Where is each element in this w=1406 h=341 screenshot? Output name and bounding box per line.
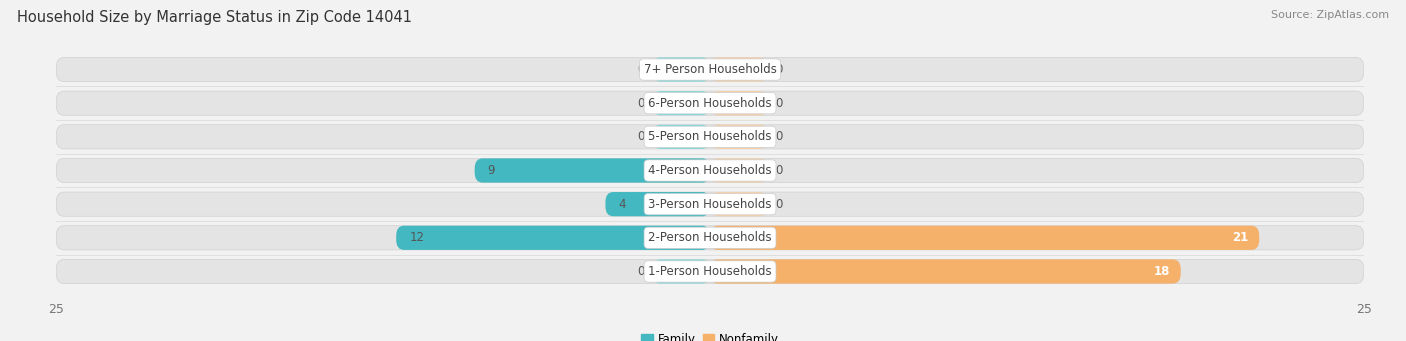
FancyBboxPatch shape bbox=[652, 57, 710, 81]
FancyBboxPatch shape bbox=[710, 260, 1181, 284]
FancyBboxPatch shape bbox=[56, 158, 1364, 183]
Text: 0: 0 bbox=[776, 63, 783, 76]
FancyBboxPatch shape bbox=[56, 192, 1364, 216]
FancyBboxPatch shape bbox=[710, 192, 768, 216]
Text: 9: 9 bbox=[488, 164, 495, 177]
FancyBboxPatch shape bbox=[710, 125, 768, 149]
Text: 0: 0 bbox=[637, 97, 644, 110]
Text: 6-Person Households: 6-Person Households bbox=[648, 97, 772, 110]
Text: 0: 0 bbox=[637, 265, 644, 278]
FancyBboxPatch shape bbox=[56, 226, 1364, 250]
FancyBboxPatch shape bbox=[475, 158, 710, 183]
FancyBboxPatch shape bbox=[652, 260, 710, 284]
Text: 0: 0 bbox=[776, 198, 783, 211]
Text: 0: 0 bbox=[776, 130, 783, 143]
FancyBboxPatch shape bbox=[710, 158, 768, 183]
Text: 0: 0 bbox=[637, 63, 644, 76]
Text: Source: ZipAtlas.com: Source: ZipAtlas.com bbox=[1271, 10, 1389, 20]
Text: 5-Person Households: 5-Person Households bbox=[648, 130, 772, 143]
Text: 21: 21 bbox=[1233, 231, 1249, 244]
FancyBboxPatch shape bbox=[710, 226, 1260, 250]
Text: 3-Person Households: 3-Person Households bbox=[648, 198, 772, 211]
FancyBboxPatch shape bbox=[56, 91, 1364, 115]
FancyBboxPatch shape bbox=[652, 91, 710, 115]
FancyBboxPatch shape bbox=[652, 125, 710, 149]
Text: 4: 4 bbox=[619, 198, 626, 211]
FancyBboxPatch shape bbox=[710, 91, 768, 115]
Text: Household Size by Marriage Status in Zip Code 14041: Household Size by Marriage Status in Zip… bbox=[17, 10, 412, 25]
Legend: Family, Nonfamily: Family, Nonfamily bbox=[637, 329, 783, 341]
FancyBboxPatch shape bbox=[56, 57, 1364, 81]
Text: 12: 12 bbox=[409, 231, 425, 244]
FancyBboxPatch shape bbox=[396, 226, 710, 250]
Text: 0: 0 bbox=[776, 97, 783, 110]
FancyBboxPatch shape bbox=[56, 125, 1364, 149]
Text: 0: 0 bbox=[637, 130, 644, 143]
FancyBboxPatch shape bbox=[710, 57, 768, 81]
Text: 2-Person Households: 2-Person Households bbox=[648, 231, 772, 244]
Text: 7+ Person Households: 7+ Person Households bbox=[644, 63, 776, 76]
FancyBboxPatch shape bbox=[56, 260, 1364, 284]
FancyBboxPatch shape bbox=[606, 192, 710, 216]
Text: 18: 18 bbox=[1154, 265, 1170, 278]
Text: 0: 0 bbox=[776, 164, 783, 177]
Text: 1-Person Households: 1-Person Households bbox=[648, 265, 772, 278]
Text: 4-Person Households: 4-Person Households bbox=[648, 164, 772, 177]
